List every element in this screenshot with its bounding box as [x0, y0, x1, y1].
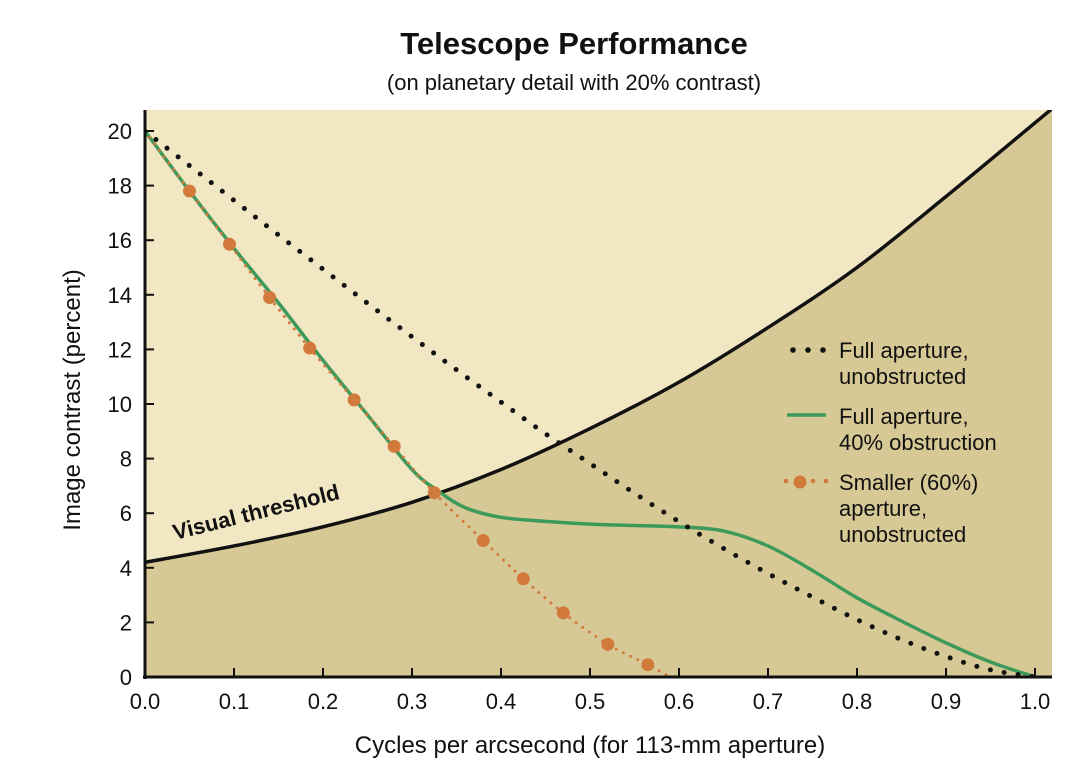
chart-subtitle: (on planetary detail with 20% contrast) — [386, 70, 762, 95]
y-tick-label: 18 — [108, 174, 132, 199]
y-tick-label: 12 — [108, 337, 132, 362]
small-aperture-point — [516, 572, 530, 586]
y-axis-label: Image contrast (percent) — [59, 269, 86, 530]
small-aperture-point — [641, 658, 655, 672]
y-tick-label: 6 — [120, 501, 132, 526]
x-tick-label: 0.9 — [931, 689, 962, 714]
legend-label: Smaller (60%) — [839, 470, 978, 495]
legend-label: unobstructed — [839, 364, 966, 389]
x-tick-label: 0.5 — [575, 689, 606, 714]
small-aperture-point — [476, 534, 490, 547]
legend-dotted-marker — [790, 347, 796, 353]
legend-dotted-marker — [805, 347, 811, 353]
below-threshold-region — [145, 110, 1052, 677]
y-tick-label: 8 — [120, 447, 132, 472]
legend-orange-dot — [810, 478, 816, 484]
small-aperture-point — [263, 291, 277, 305]
x-tick-label: 0.4 — [486, 689, 517, 714]
legend-label: aperture, — [839, 496, 927, 521]
legend-label: Full aperture, — [839, 338, 969, 363]
y-tick-label: 0 — [120, 665, 132, 690]
series-small-aperture-line — [145, 129, 672, 677]
y-tick-label: 10 — [108, 392, 132, 417]
legend-orange-dot — [783, 478, 789, 484]
small-aperture-point — [556, 606, 570, 620]
x-tick-label: 0.0 — [130, 689, 161, 714]
y-tick-label: 16 — [108, 228, 132, 253]
y-tick-label: 2 — [120, 610, 132, 635]
small-aperture-point — [223, 237, 237, 251]
legend-label: unobstructed — [839, 522, 966, 547]
legend-label: 40% obstruction — [839, 430, 997, 455]
x-tick-label: 0.6 — [664, 689, 695, 714]
small-aperture-point — [387, 439, 401, 453]
small-aperture-point — [601, 637, 615, 651]
x-axis-label: Cycles per arcsecond (for 113-mm apertur… — [355, 732, 825, 759]
y-tick-label: 4 — [120, 556, 132, 581]
visual-threshold-line — [145, 110, 1052, 565]
legend-orange-dot — [823, 478, 829, 484]
small-aperture-point — [347, 393, 361, 407]
legend-dotted-marker — [820, 347, 826, 353]
chart-title: Telescope Performance — [400, 26, 748, 61]
small-aperture-point — [183, 184, 196, 198]
legend-label: Full aperture, — [839, 404, 969, 429]
y-tick-label: 20 — [108, 119, 132, 144]
y-tick-label: 14 — [108, 283, 132, 308]
x-tick-label: 0.7 — [753, 689, 784, 714]
small-aperture-point — [303, 341, 317, 355]
x-tick-label: 0.1 — [219, 689, 250, 714]
x-tick-label: 1.0 — [1020, 689, 1051, 714]
legend-orange-marker — [793, 475, 807, 489]
x-tick-label: 0.2 — [308, 689, 339, 714]
x-tick-label: 0.3 — [397, 689, 428, 714]
series-obstructed-line — [145, 129, 1036, 677]
x-tick-label: 0.8 — [842, 689, 873, 714]
small-aperture-point — [427, 486, 441, 500]
